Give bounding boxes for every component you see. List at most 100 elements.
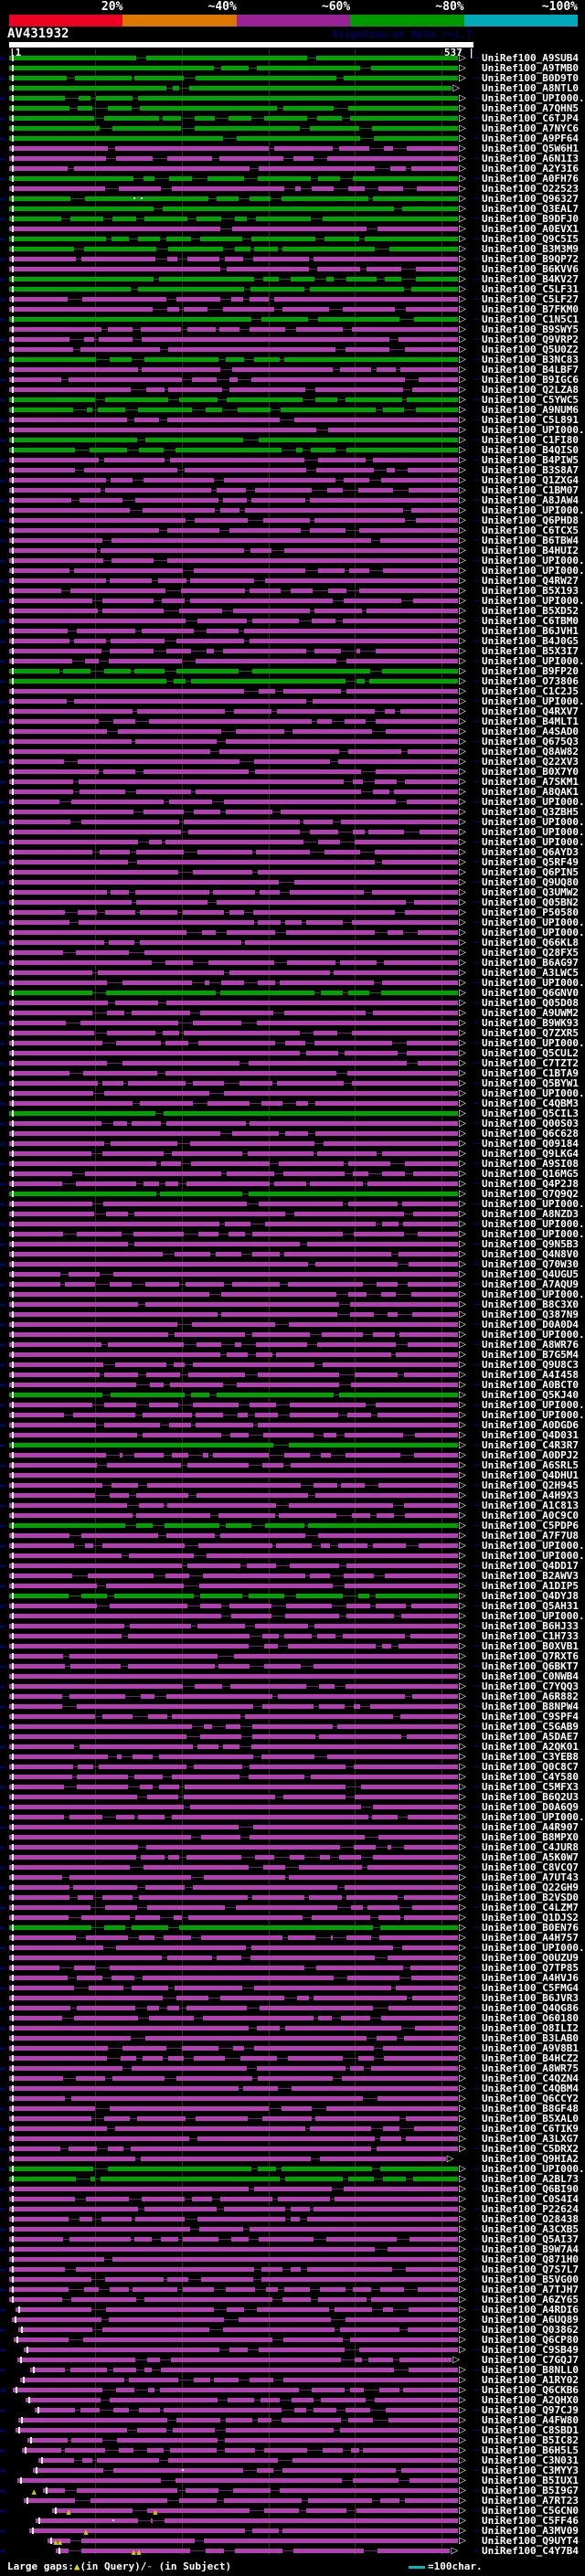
hit-label[interactable]: UniRef100_C7YQQ3 (482, 1680, 579, 1692)
alignment-bar-segment[interactable] (318, 458, 367, 462)
subject-arrow-icon[interactable]: ▷ (459, 676, 466, 686)
subject-arrow-icon[interactable]: ▷ (459, 566, 466, 576)
alignment-bar-segment[interactable] (319, 1704, 346, 1709)
alignment-bar-segment[interactable] (115, 2126, 306, 2131)
alignment-row[interactable]: ▷ UniRef100_A7AQU9 (0, 1279, 585, 1289)
alignment-bar-segment[interactable] (9, 418, 128, 422)
alignment-bar-segment[interactable] (9, 317, 252, 322)
alignment-row[interactable]: ▷ UniRef100_B4J0G5 (0, 636, 585, 646)
subject-arrow-icon[interactable]: ▷ (459, 847, 466, 857)
alignment-bar-segment[interactable] (71, 2297, 136, 2302)
subject-arrow-icon[interactable]: ▷ (459, 143, 466, 154)
alignment-bar-segment[interactable] (348, 749, 401, 754)
alignment-bar-segment[interactable] (258, 1373, 340, 1377)
subject-arrow-icon[interactable]: ▷ (459, 515, 466, 525)
alignment-bar-segment[interactable] (77, 1765, 94, 1769)
alignment-bar-segment[interactable] (122, 1061, 240, 1065)
hit-label[interactable]: UniRef100_B9QP72 (482, 253, 579, 265)
alignment-bar-segment[interactable] (69, 1654, 218, 1659)
alignment-bar-segment[interactable] (292, 2549, 365, 2553)
alignment-bar-segment[interactable] (148, 719, 313, 724)
alignment-bar-segment[interactable] (291, 1463, 458, 1468)
alignment-bar-segment[interactable] (281, 810, 459, 814)
alignment-row[interactable]: ▷ UniRef100_Q5BYW1 (0, 1078, 585, 1088)
alignment-bar-segment[interactable] (165, 1182, 179, 1186)
alignment-row[interactable]: ▷ UniRef100_A0BCT0 (0, 1380, 585, 1390)
subject-arrow-icon[interactable]: ▷ (459, 556, 466, 566)
alignment-bar-segment[interactable] (250, 297, 269, 302)
alignment-bar-segment[interactable] (148, 2388, 155, 2392)
alignment-bar-segment[interactable] (373, 136, 459, 141)
alignment-bar-segment[interactable] (9, 578, 106, 583)
alignment-row[interactable]: ▷ UniRef100_A8NTL0 (0, 83, 585, 93)
alignment-bar-segment[interactable] (261, 317, 308, 322)
alignment-bar-segment[interactable] (137, 860, 375, 864)
hit-label[interactable]: UniRef100_UPI000.. (482, 927, 585, 938)
alignment-bar-segment[interactable] (325, 277, 335, 281)
alignment-bar-segment[interactable] (403, 1845, 459, 1850)
alignment-bar-segment[interactable] (377, 367, 396, 372)
alignment-bar-segment[interactable] (134, 1453, 164, 1458)
hit-label[interactable]: UniRef100_Q09184 (482, 1138, 579, 1150)
alignment-bar-segment[interactable] (147, 2448, 165, 2453)
hit-label[interactable]: UniRef100_UPI000.. (482, 1329, 585, 1341)
alignment-row[interactable]: ▷ UniRef100_UPI000.. (0, 505, 585, 515)
alignment-row[interactable]: ▷ UniRef100_A6UQ89 (0, 2315, 585, 2325)
alignment-row[interactable]: ▷ UniRef100_UPI000.. (0, 596, 585, 606)
alignment-bar-segment[interactable] (252, 1825, 458, 1829)
alignment-bar-segment[interactable] (383, 960, 458, 965)
alignment-row[interactable]: ▷ UniRef100_O73806 (0, 676, 585, 686)
subject-arrow-icon[interactable]: ▷ (459, 2486, 466, 2496)
alignment-bar-segment[interactable] (9, 186, 105, 191)
alignment-bar-segment[interactable] (27, 2438, 68, 2443)
alignment-row[interactable]: ▷ UniRef100_C5LF31 (0, 284, 585, 294)
alignment-row[interactable]: ▷ UniRef100_Q5W6H1 (0, 143, 585, 154)
alignment-bar-segment[interactable] (38, 2458, 75, 2463)
alignment-row[interactable]: ▷ UniRef100_Q6PIN5 (0, 867, 585, 877)
alignment-bar-segment[interactable] (166, 418, 280, 422)
alignment-bar-segment[interactable] (9, 729, 108, 734)
hit-label[interactable]: UniRef100_C5YWC5 (482, 394, 579, 406)
alignment-row[interactable]: ▷ UniRef100_C4QBM4 (0, 2083, 585, 2094)
alignment-bar-segment[interactable] (265, 578, 459, 583)
subject-arrow-icon[interactable]: ▷ (459, 1511, 466, 1521)
alignment-bar-segment[interactable] (103, 1423, 161, 1427)
alignment-bar-segment[interactable] (9, 1986, 75, 1990)
subject-arrow-icon[interactable]: ▷ (459, 1641, 466, 1651)
alignment-bar-segment[interactable] (318, 1684, 335, 1689)
alignment-row[interactable]: ▷ UniRef100_Q5AI37 (0, 2234, 585, 2244)
alignment-bar-segment[interactable] (197, 2217, 285, 2221)
subject-arrow-icon[interactable]: ▷ (459, 465, 466, 475)
hit-label[interactable]: UniRef100_B6JVH1 (482, 625, 579, 637)
alignment-bar-segment[interactable] (29, 2368, 65, 2372)
alignment-bar-segment[interactable] (218, 327, 239, 332)
alignment-bar-segment[interactable] (161, 2368, 395, 2372)
hit-label[interactable]: UniRef100_Q2H945 (482, 1479, 579, 1491)
alignment-bar-segment[interactable] (9, 2167, 93, 2171)
alignment-row[interactable]: ▷ UniRef100_UPI000.. (0, 827, 585, 837)
alignment-bar-segment[interactable] (9, 1473, 459, 1478)
hit-label[interactable]: UniRef100_C4Y580 (482, 1771, 579, 1783)
subject-arrow-icon[interactable]: ▷ (459, 2395, 466, 2405)
alignment-bar-segment[interactable] (346, 1935, 371, 1940)
alignment-row[interactable]: ▷ ▲ ▲ UniRef100_C4Y7B4 (0, 2546, 585, 2556)
alignment-bar-segment[interactable] (381, 1292, 397, 1297)
alignment-bar-segment[interactable] (114, 1001, 158, 1005)
alignment-bar-segment[interactable] (310, 1775, 459, 1779)
alignment-bar-segment[interactable] (290, 2217, 301, 2221)
alignment-bar-segment[interactable] (81, 2539, 195, 2543)
alignment-bar-segment[interactable] (173, 2428, 216, 2433)
alignment-bar-segment[interactable] (283, 1011, 367, 1015)
alignment-bar-segment[interactable] (229, 1232, 246, 1236)
alignment-row[interactable]: ▷ UniRef100_C5L891 (0, 415, 585, 425)
alignment-row[interactable]: ▷ UniRef100_A8QAK1 (0, 787, 585, 797)
alignment-bar-segment[interactable] (168, 800, 213, 804)
alignment-row[interactable]: ▷ UniRef100_C1BM07 (0, 485, 585, 495)
subject-arrow-icon[interactable]: ▷ (459, 1129, 466, 1139)
hit-label[interactable]: UniRef100_A0BCT0 (482, 1379, 579, 1391)
alignment-bar-segment[interactable] (213, 2378, 239, 2382)
alignment-bar-segment[interactable] (320, 1855, 331, 1860)
alignment-bar-segment[interactable] (9, 810, 133, 814)
subject-arrow-icon[interactable]: ▷ (459, 1571, 466, 1581)
alignment-bar-segment[interactable] (28, 2528, 246, 2533)
